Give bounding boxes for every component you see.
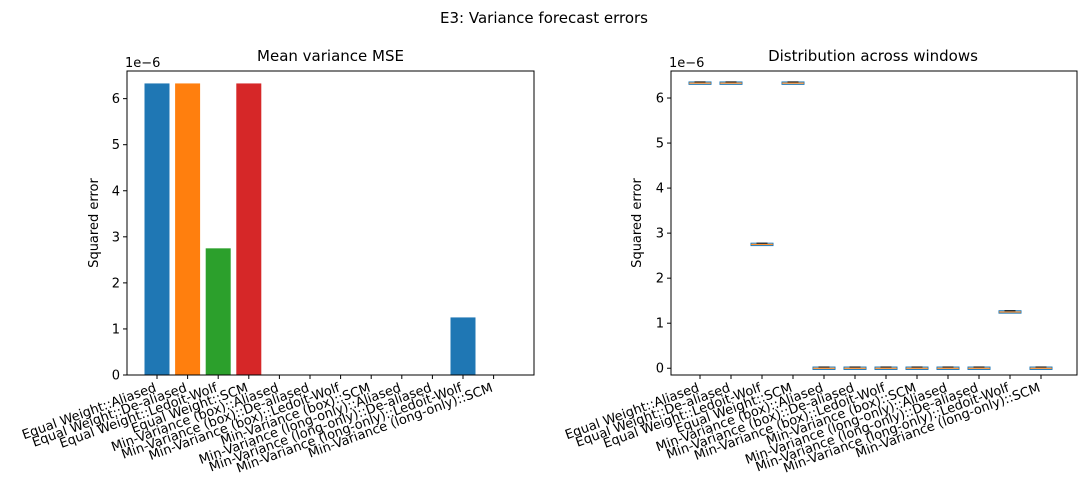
bar-chart-frame — [126, 70, 535, 376]
box-chart-ytick-label: 1 — [656, 317, 664, 332]
box-chart-ytick-label: 3 — [656, 227, 664, 242]
bar-chart-ytick-label: 0 — [112, 369, 120, 384]
box-chart-y-multiplier: 1e−6 — [669, 56, 704, 71]
box-chart-ytick-label: 5 — [656, 137, 664, 152]
box-chart-title: Distribution across windows — [768, 47, 978, 65]
box-chart-frame — [670, 70, 1078, 376]
bar-chart-ytick-label: 5 — [112, 138, 120, 153]
box-chart-ytick-label: 4 — [656, 182, 664, 197]
bar-chart-ylabel: Squared error — [87, 178, 102, 268]
bar-chart-ytick-label: 6 — [112, 92, 120, 107]
box-chart-ytick-label: 6 — [656, 92, 664, 107]
bar-chart-panel: Mean variance MSE 1e−6 Squared error 0 1 2… — [20, 47, 535, 477]
bar — [236, 83, 262, 375]
box-chart-ylabel: Squared error — [630, 178, 645, 268]
bar — [175, 83, 201, 375]
bar-chart-ytick-label: 2 — [112, 276, 120, 291]
figure-suptitle: E3: Variance forecast errors — [440, 9, 648, 27]
box-chart-ytick-label: 2 — [656, 272, 664, 287]
bar — [205, 248, 231, 375]
bar-chart-ytick-label: 3 — [112, 230, 120, 245]
box-chart-ytick-label: 0 — [656, 362, 664, 377]
box-chart-panel: Distribution across windows 1e−6 Squared… — [563, 47, 1078, 477]
bar-chart-ytick-label: 1 — [112, 322, 120, 337]
bar — [450, 317, 476, 375]
bar-chart-y-multiplier: 1e−6 — [125, 56, 160, 71]
bar-chart-ytick-label: 4 — [112, 184, 120, 199]
bar-chart-title: Mean variance MSE — [257, 47, 404, 65]
bar — [144, 83, 170, 375]
